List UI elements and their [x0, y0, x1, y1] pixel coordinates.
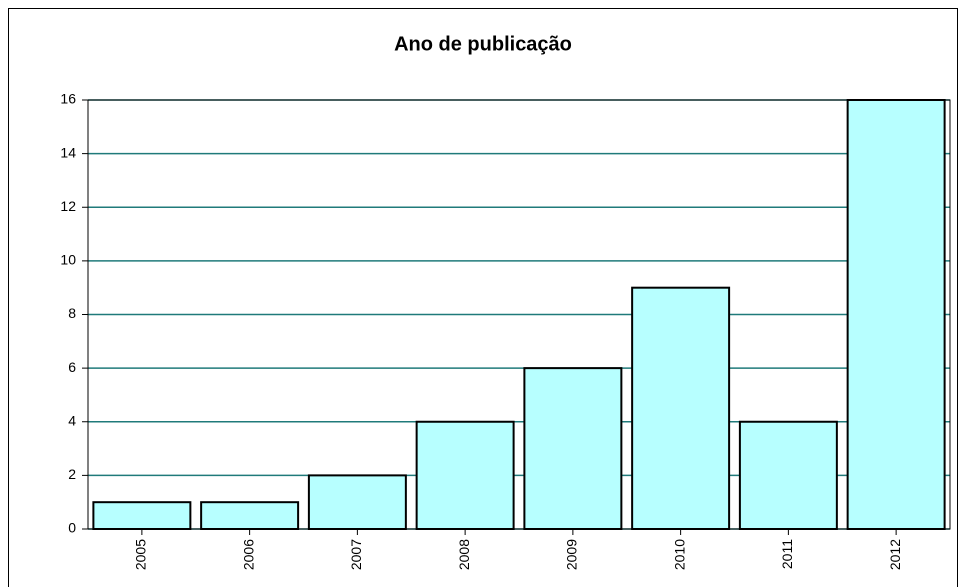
bar: [92, 501, 192, 530]
y-tick-label: 12: [60, 198, 76, 214]
y-tick-label: 10: [60, 252, 76, 268]
bar: [846, 99, 946, 530]
y-tick-label: 6: [68, 359, 76, 375]
chart-title: Ano de publicação: [394, 33, 572, 55]
bar: [523, 367, 623, 530]
y-tick-label: 0: [68, 520, 76, 536]
x-tick-label: 2010: [671, 539, 687, 570]
bar: [200, 501, 300, 530]
x-tick-label: 2005: [133, 539, 149, 570]
y-tick-label: 14: [60, 144, 76, 160]
bar: [415, 420, 515, 530]
x-tick-label: 2008: [456, 539, 472, 570]
y-tick-label: 8: [68, 305, 76, 321]
y-tick-label: 16: [60, 91, 76, 107]
x-tick-label: 2006: [240, 539, 256, 570]
x-tick-label: 2007: [348, 539, 364, 570]
x-tick-label: 2012: [887, 539, 903, 570]
bar: [307, 474, 407, 530]
y-tick-label: 4: [68, 412, 76, 428]
bar: [631, 286, 731, 530]
x-tick-label: 2009: [564, 539, 580, 570]
plot-area: [87, 99, 951, 530]
y-tick-label: 2: [68, 466, 76, 482]
bar: [738, 420, 838, 530]
x-tick-label: 2011: [779, 539, 795, 569]
